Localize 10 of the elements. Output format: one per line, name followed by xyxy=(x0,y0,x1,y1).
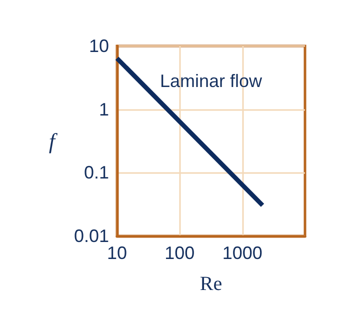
x-tick-label: 10 xyxy=(106,243,128,263)
y-axis-title: f xyxy=(48,128,58,154)
y-tick-label: 0.01 xyxy=(74,226,109,246)
x-axis-title: Re xyxy=(200,273,222,295)
annotation: Laminar flow xyxy=(160,71,264,91)
y-tick-label: 0.1 xyxy=(84,162,109,183)
y-tick-label: 10 xyxy=(88,36,109,56)
x-tick-label: 1000 xyxy=(222,243,262,263)
x-tick-label: 100 xyxy=(164,243,195,263)
y-tick-label: 1 xyxy=(98,99,109,120)
